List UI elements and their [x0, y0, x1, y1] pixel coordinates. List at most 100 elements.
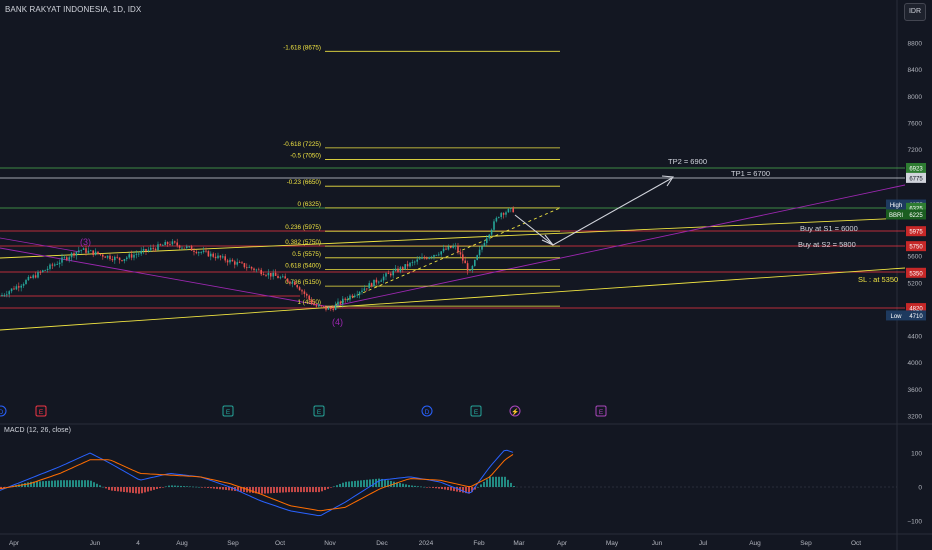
macd-histogram-bar — [402, 483, 404, 487]
macd-histogram-bar — [336, 485, 338, 487]
candle-body — [255, 269, 258, 271]
candle-body — [486, 238, 488, 243]
price-tag-label: Low — [890, 314, 902, 320]
candle-body — [274, 272, 277, 276]
candle-body — [54, 264, 56, 266]
macd-histogram-bar — [258, 487, 260, 494]
macd-histogram-bar — [351, 481, 353, 487]
candle-body — [483, 242, 486, 247]
candle-body — [464, 260, 466, 264]
candle-body — [476, 255, 478, 260]
macd-histogram-bar — [315, 487, 317, 493]
candle-body — [416, 259, 418, 262]
fib-level-label: 0.236 (5975) — [285, 224, 321, 231]
svg-text:D: D — [425, 409, 430, 416]
candle-body — [438, 254, 440, 256]
candle-body — [474, 259, 476, 266]
event-marker[interactable]: ⚡ — [509, 405, 521, 417]
candle-body — [356, 294, 358, 296]
candle-body — [342, 298, 344, 304]
macd-histogram-bar — [330, 487, 332, 488]
candle-body — [471, 265, 474, 271]
macd-histogram-bar — [492, 476, 494, 487]
svg-text:E: E — [317, 409, 322, 416]
macd-histogram-bar — [180, 485, 182, 487]
candle-body — [498, 216, 500, 218]
candle-body — [3, 294, 6, 296]
macd-histogram-bar — [279, 487, 281, 493]
price-tag-value: 6325 — [909, 206, 923, 212]
event-markers[interactable]: D E E E D E ⚡ E — [0, 405, 607, 417]
candle-body — [18, 286, 20, 288]
buy-s1-label: Buy at S1 = 6000 — [800, 224, 858, 233]
event-marker[interactable]: D — [421, 405, 433, 417]
candle-body — [44, 270, 46, 271]
price-tag: 5975 — [906, 226, 926, 237]
candle-body — [313, 303, 315, 306]
macd-histogram-bar — [264, 487, 266, 494]
macd-histogram-bar — [162, 487, 164, 488]
candle-body — [116, 256, 118, 258]
candle-body — [385, 273, 387, 277]
macd-histogram-bar — [456, 487, 458, 492]
candle-body — [169, 244, 171, 246]
candle-body — [193, 250, 195, 252]
candle-body — [270, 273, 272, 277]
macd-histogram-bar — [501, 476, 503, 487]
macd-tick: 100 — [911, 451, 922, 458]
candle-body — [42, 270, 44, 273]
macd-histogram-bar — [399, 483, 401, 487]
candle-body — [457, 245, 459, 253]
candle-body — [354, 295, 356, 297]
candle-body — [140, 250, 142, 254]
candle-body — [322, 306, 325, 308]
price-tick: 3600 — [908, 387, 923, 394]
macd-histogram-bar — [345, 481, 347, 487]
macd-histogram-bar — [507, 479, 509, 487]
macd-histogram-bar — [108, 487, 110, 490]
macd-histogram-bar — [357, 480, 359, 487]
macd-histogram-bar — [285, 487, 287, 493]
macd-histogram-bar — [171, 485, 173, 487]
macd-histogram-bar — [408, 485, 410, 487]
price-tag: 5350 — [906, 267, 926, 278]
candle-body — [111, 259, 114, 261]
macd-histogram-bar — [339, 483, 341, 487]
fib-level-label: 0.5 (5575) — [292, 251, 321, 258]
time-axis[interactable]: Apr Jun 4 Aug Sep Oct Nov Dec 2024 Feb Mar Apr May Ju… — [9, 540, 861, 547]
event-marker[interactable]: D — [0, 405, 7, 417]
svg-text:E: E — [474, 409, 479, 416]
macd-histogram-bar — [213, 487, 215, 489]
event-marker[interactable]: E — [35, 405, 47, 417]
macd-histogram-bar — [390, 480, 392, 487]
candle-body — [99, 254, 102, 255]
event-marker[interactable]: E — [595, 405, 607, 417]
candle-body — [445, 248, 447, 250]
candle-body — [85, 248, 87, 253]
candle-body — [224, 256, 226, 261]
candle-body — [27, 276, 30, 281]
event-marker[interactable]: E — [313, 405, 325, 417]
macd-histogram-bar — [462, 487, 464, 493]
price-tag-value: 5975 — [909, 230, 923, 236]
macd-histogram-bar — [510, 482, 512, 487]
candle-body — [392, 270, 394, 276]
candle-body — [238, 262, 241, 263]
candle-body — [138, 253, 140, 255]
macd-histogram-bar — [216, 487, 218, 489]
macd-histogram-bar — [222, 487, 224, 490]
currency-button[interactable]: IDR — [904, 3, 926, 21]
candle-body — [332, 308, 334, 310]
time-tick: Sep — [800, 540, 812, 547]
candle-body — [49, 264, 51, 269]
macd-histogram-bar — [294, 487, 296, 493]
candle-body — [150, 247, 152, 250]
macd-histogram-bar — [177, 485, 179, 487]
event-marker[interactable]: E — [470, 405, 482, 417]
time-tick: Oct — [275, 540, 285, 547]
time-tick: Aug — [749, 540, 761, 547]
event-marker[interactable]: E — [222, 405, 234, 417]
candle-body — [58, 262, 61, 265]
candle-body — [195, 251, 198, 254]
